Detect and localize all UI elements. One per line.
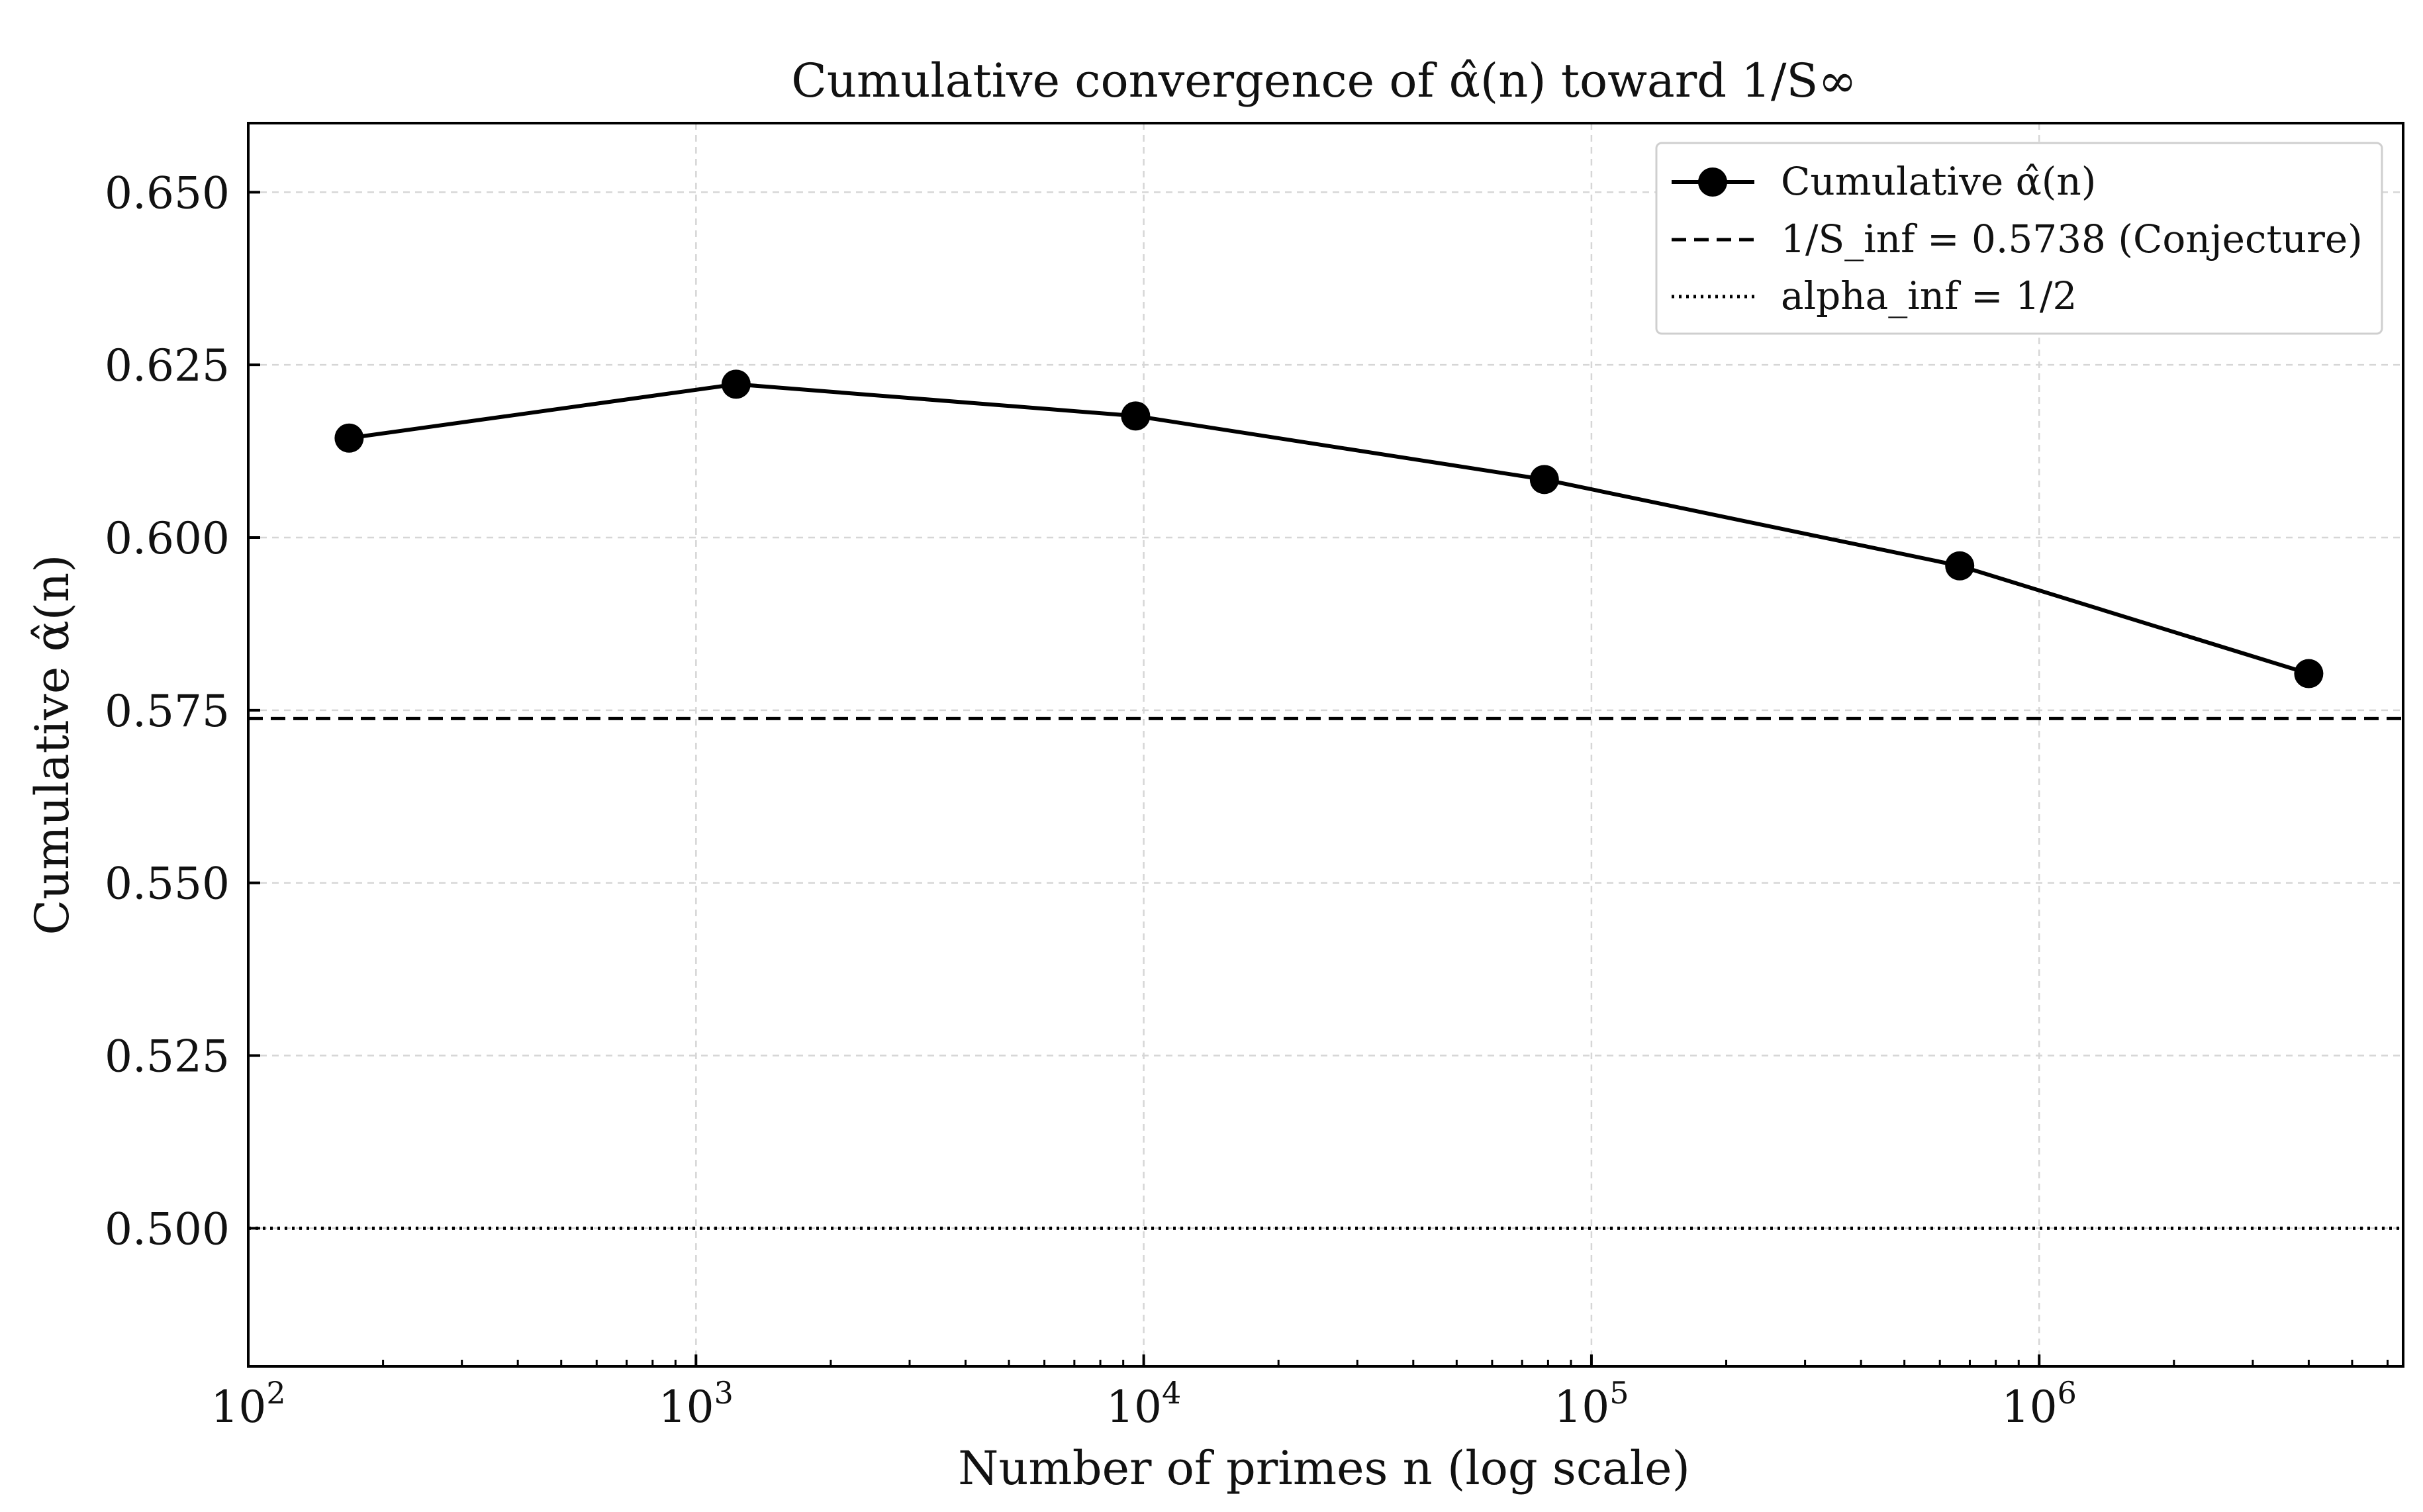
chart-title: Cumulative convergence of α̂(n) toward 1…: [791, 54, 1856, 108]
y-tick-label: 0.550: [105, 859, 230, 910]
x-tick-label: 102: [211, 1375, 285, 1433]
data-point: [334, 423, 364, 453]
y-tick-label: 0.600: [105, 513, 230, 564]
legend: Cumulative α̂(n) 1/S_inf = 0.5738 (Conje…: [1655, 142, 2383, 335]
legend-label-alpha: alpha_inf = 1/2: [1781, 273, 2077, 318]
legend-marker-series: [1698, 167, 1727, 197]
y-tick-label: 0.650: [105, 167, 230, 218]
y-tick-label: 0.625: [105, 340, 230, 391]
legend-label-series: Cumulative α̂(n): [1781, 159, 2096, 204]
x-tick-label: 105: [1554, 1375, 1629, 1433]
series-layer: [334, 369, 2324, 688]
y-axis-label: Cumulative α̂(n): [25, 555, 79, 935]
x-tick-label: 103: [659, 1375, 734, 1433]
legend-label-conjecture: 1/S_inf = 0.5738 (Conjecture): [1781, 216, 2363, 261]
y-tick-label: 0.575: [105, 686, 230, 737]
x-axis-ticks: 102 103 104 105 106: [211, 1354, 2077, 1433]
plot-frame: [247, 122, 2404, 1368]
y-axis-ticks: 0.500 0.525 0.550 0.575 0.600 0.625 0.650: [105, 167, 260, 1254]
y-tick-label: 0.525: [105, 1031, 230, 1082]
series-line: [348, 382, 2310, 676]
data-point: [1945, 551, 1975, 581]
reference-lines: [248, 716, 2403, 1230]
grid-layer: [247, 123, 2403, 1366]
legend-box: [1655, 142, 2383, 335]
x-tick-label: 104: [1106, 1375, 1181, 1433]
data-point: [1529, 465, 1559, 495]
x-tick-label: 106: [2002, 1375, 2077, 1433]
data-point: [721, 369, 751, 399]
data-point: [2294, 659, 2324, 688]
y-tick-label: 0.500: [105, 1204, 230, 1254]
x-axis-label: Number of primes n (log scale): [958, 1441, 1690, 1495]
data-point: [1121, 401, 1151, 431]
